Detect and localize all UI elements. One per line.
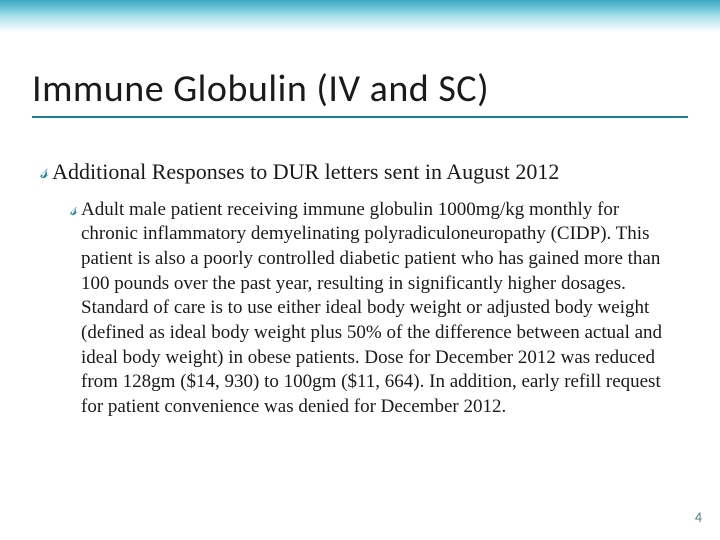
bullet-loop-icon: 𝓈: [70, 198, 77, 223]
page-number: 4: [695, 509, 702, 526]
slide-title: Immune Globulin (IV and SC): [32, 66, 489, 112]
main-bullet-row: 𝓈 Additional Responses to DUR letters se…: [40, 158, 680, 186]
sub-bullet-row: 𝓈 Adult male patient receiving immune gl…: [70, 198, 680, 420]
content-area: 𝓈 Additional Responses to DUR letters se…: [40, 158, 680, 420]
sub-bullet-text: Adult male patient receiving immune glob…: [81, 198, 680, 420]
header-gradient: [0, 0, 720, 32]
bullet-loop-icon: 𝓈: [40, 158, 48, 184]
title-underline: [32, 116, 688, 118]
main-bullet-text: Additional Responses to DUR letters sent…: [52, 158, 559, 186]
